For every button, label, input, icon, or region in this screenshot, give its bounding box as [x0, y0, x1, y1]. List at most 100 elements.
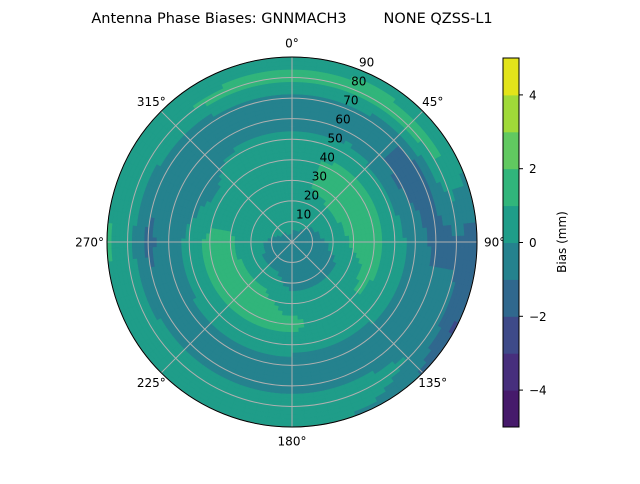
contour-cell	[284, 349, 292, 353]
contour-cell	[292, 61, 305, 66]
radial-tick-label: 90	[359, 55, 374, 69]
contour-cell	[198, 232, 203, 239]
radial-tick-label: 70	[343, 93, 358, 107]
contour-cell	[292, 349, 300, 353]
angle-tick-label: 270°	[75, 236, 104, 250]
contour-cell	[337, 237, 341, 241]
contour-cell	[285, 189, 289, 193]
contour-cell	[292, 106, 301, 110]
contour-cell	[287, 312, 292, 316]
contour-cell	[243, 244, 247, 248]
contour-cell	[292, 291, 296, 295]
contour-cell	[284, 353, 292, 357]
contour-cell	[292, 316, 297, 320]
contour-cell	[218, 244, 222, 249]
contour-cell	[285, 193, 289, 197]
contour-cell	[292, 189, 296, 193]
angle-tick-label: 90°	[484, 236, 505, 250]
contour-cell	[295, 291, 299, 295]
contour-cell	[382, 232, 387, 239]
contour-cell	[292, 110, 301, 114]
contour-cell	[279, 418, 292, 423]
contour-cell	[281, 82, 292, 86]
contour-cell	[202, 233, 207, 239]
contour-cell	[292, 373, 301, 377]
contour-cell	[281, 390, 292, 394]
contour-cell	[292, 353, 300, 357]
contour-cell	[292, 418, 305, 423]
contour-cell	[362, 234, 366, 239]
contour-cell	[282, 377, 292, 381]
contour-cell	[292, 394, 303, 398]
contour-cell	[193, 245, 198, 252]
contour-cell	[292, 82, 303, 86]
colorbar-tick-label: 2	[529, 162, 537, 176]
contour-cell	[284, 131, 292, 135]
contour-cell	[292, 127, 300, 131]
contour-cell	[292, 410, 304, 415]
contour-cell	[283, 373, 292, 377]
contour-cell	[292, 332, 299, 336]
colorbar-band	[503, 243, 519, 280]
colorbar-band	[503, 279, 519, 316]
contour-cell	[285, 336, 292, 340]
colorbar-band	[503, 390, 519, 427]
contour-cell	[280, 69, 292, 74]
contour-cell	[287, 308, 292, 312]
polar-grid	[107, 57, 477, 427]
angle-tick-label: 180°	[278, 435, 307, 449]
contour-cell	[345, 236, 349, 240]
contour-cell	[284, 185, 288, 189]
contour-cell	[292, 172, 297, 176]
contour-cell	[222, 235, 226, 240]
contour-cell	[292, 152, 298, 156]
contour-cell	[287, 316, 292, 320]
contour-cell	[281, 394, 292, 398]
contour-cell	[281, 86, 292, 90]
contour-cell	[280, 410, 292, 415]
contour-cell	[292, 164, 297, 168]
contour-cell	[292, 65, 304, 70]
contour-cell	[218, 234, 222, 239]
colorbar-tick-label: 4	[529, 88, 537, 102]
contour-cell	[288, 291, 292, 295]
contour-cell	[296, 295, 300, 299]
contour-cell	[288, 189, 292, 193]
contour-cell	[283, 106, 292, 110]
contour-cell	[292, 295, 296, 299]
contour-cell	[239, 244, 243, 248]
contour-cell	[288, 299, 292, 303]
chart-title: Antenna Phase Biases: GNNMACH3 NONE QZSS…	[91, 11, 492, 27]
contour-cell	[292, 86, 303, 90]
contour-cell	[366, 234, 370, 240]
contour-cell	[292, 308, 297, 312]
contour-cell	[198, 245, 203, 252]
contour-cell	[288, 295, 292, 299]
radial-tick-label: 50	[328, 131, 343, 145]
colorbar-tick-label: −4	[529, 384, 547, 398]
contour-cell	[283, 110, 292, 114]
contour-cell	[292, 143, 299, 147]
contour-cell	[280, 65, 292, 70]
colorbar-band	[503, 316, 519, 353]
contour-cell	[292, 102, 302, 106]
contour-cell	[386, 245, 391, 252]
radial-tick-label: 20	[304, 188, 319, 202]
contour-cell	[281, 398, 292, 402]
colorbar-band	[503, 169, 519, 206]
contour-cell	[286, 152, 292, 156]
contour-cell	[292, 287, 295, 291]
angle-tick-label: 45°	[422, 95, 443, 109]
angle-tick-label: 135°	[418, 376, 447, 390]
radial-tick-label: 60	[335, 112, 350, 126]
contour-cell	[287, 164, 292, 168]
contour-cell	[280, 414, 292, 419]
colorbar-band	[503, 58, 519, 95]
contour-cell	[378, 245, 383, 251]
contour-cell	[283, 369, 292, 373]
contour-cell	[287, 172, 292, 176]
contour-cell	[382, 245, 387, 252]
contour-cell	[378, 233, 383, 239]
contour-cell	[292, 377, 302, 381]
